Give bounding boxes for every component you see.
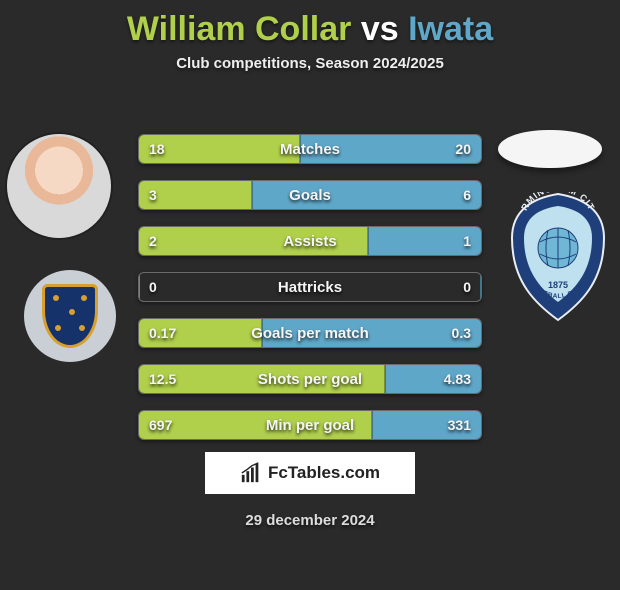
stat-row: Min per goal697 331	[138, 410, 482, 440]
date-text: 29 december 2024	[0, 512, 620, 529]
watermark-text: FcTables.com	[268, 463, 380, 483]
stat-label: Hattricks	[139, 273, 481, 301]
stat-row: Goals per match0.17 0.3	[138, 318, 482, 348]
value-right: 6	[463, 181, 471, 209]
value-left: 0.17	[149, 319, 176, 347]
value-left: 697	[149, 411, 172, 439]
stat-label: Min per goal	[139, 411, 481, 439]
stats-panel: Matches18 20 Goals3 6 Assists2 1 Hattricks0 0 Go…	[138, 134, 482, 456]
shield-icon	[42, 284, 98, 348]
stat-label: Matches	[139, 135, 481, 163]
value-left: 18	[149, 135, 165, 163]
subtitle: Club competitions, Season 2024/2025	[0, 55, 620, 72]
value-right: 331	[448, 411, 471, 439]
chart-icon	[240, 462, 262, 484]
value-left: 2	[149, 227, 157, 255]
value-left: 0	[149, 273, 157, 301]
stat-row: Goals3 6	[138, 180, 482, 210]
value-left: 12.5	[149, 365, 176, 393]
crest-year: 1875	[548, 280, 568, 290]
stat-row: Shots per goal12.5 4.83	[138, 364, 482, 394]
value-right: 0	[463, 273, 471, 301]
stat-row: Hattricks0 0	[138, 272, 482, 302]
stat-row: Assists2 1	[138, 226, 482, 256]
stat-label: Goals	[139, 181, 481, 209]
value-right: 1	[463, 227, 471, 255]
comparison-title: William Collar vs Iwata	[0, 10, 620, 49]
stat-label: Assists	[139, 227, 481, 255]
player2-name: Iwata	[408, 10, 493, 48]
player2-avatar	[498, 130, 602, 168]
stat-label: Goals per match	[139, 319, 481, 347]
value-left: 3	[149, 181, 157, 209]
stat-label: Shots per goal	[139, 365, 481, 393]
vs-text: vs	[351, 10, 408, 48]
stat-row: Matches18 20	[138, 134, 482, 164]
player2-club-crest: RMINGHAM CIT FOOTBALL CLUB 1875	[508, 192, 608, 322]
watermark: FcTables.com	[205, 452, 415, 494]
value-right: 0.3	[452, 319, 471, 347]
player1-avatar	[7, 134, 111, 238]
player1-name: William Collar	[127, 10, 352, 48]
value-right: 4.83	[444, 365, 471, 393]
value-right: 20	[455, 135, 471, 163]
player1-club-crest	[24, 270, 116, 362]
